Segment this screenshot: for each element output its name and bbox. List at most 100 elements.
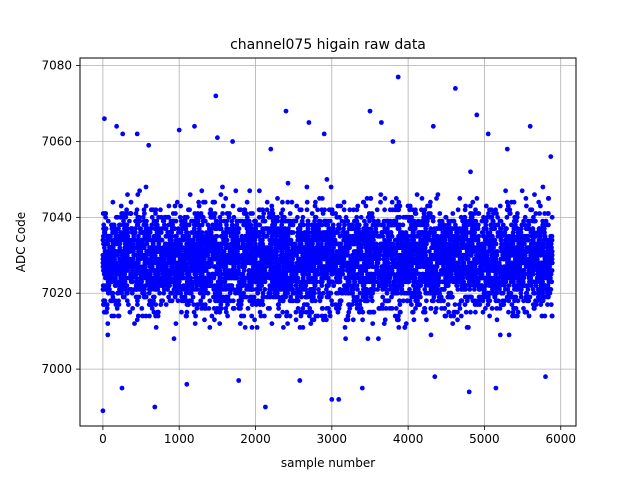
data-point — [406, 218, 412, 224]
data-point — [327, 313, 333, 319]
data-point — [400, 222, 406, 228]
data-point — [245, 306, 251, 311]
data-point — [156, 309, 161, 315]
data-point — [135, 302, 140, 307]
data-point — [512, 298, 517, 304]
data-point — [519, 188, 525, 194]
data-point — [330, 222, 336, 228]
data-point — [179, 309, 184, 315]
data-point — [435, 275, 441, 281]
data-point — [201, 264, 207, 270]
data-point — [257, 302, 263, 307]
data-point — [275, 218, 281, 224]
data-point — [456, 237, 462, 243]
data-point — [146, 271, 152, 277]
data-point — [492, 294, 498, 300]
data-point — [130, 279, 135, 285]
data-point — [457, 279, 463, 285]
data-point — [206, 306, 212, 311]
data-point — [350, 317, 356, 323]
data-point — [306, 233, 312, 239]
data-point — [494, 290, 499, 296]
data-point — [230, 306, 236, 311]
data-point — [155, 313, 161, 319]
data-point — [518, 290, 524, 296]
data-point — [207, 298, 213, 304]
data-point — [415, 290, 420, 296]
data-point — [514, 218, 519, 224]
data-point — [248, 211, 254, 216]
data-point — [225, 302, 230, 307]
data-point — [515, 309, 521, 315]
data-point — [178, 290, 184, 296]
data-point — [103, 214, 108, 220]
data-point — [205, 222, 211, 228]
data-point — [345, 313, 351, 319]
data-point — [476, 241, 481, 247]
data-point — [441, 264, 446, 270]
data-point — [360, 199, 366, 205]
data-point — [510, 313, 515, 319]
data-point — [487, 313, 492, 319]
data-point — [350, 226, 356, 232]
data-point — [397, 298, 402, 304]
data-point — [295, 226, 301, 232]
data-point — [110, 199, 116, 205]
data-point — [270, 211, 276, 216]
data-point — [521, 306, 526, 311]
data-point — [279, 249, 285, 254]
data-point — [504, 199, 510, 205]
data-point — [108, 290, 114, 296]
data-point — [424, 317, 429, 323]
data-point — [294, 294, 300, 300]
data-point — [419, 196, 425, 201]
data-point — [166, 203, 172, 209]
data-point — [104, 309, 109, 315]
data-point — [498, 271, 503, 277]
data-point — [482, 287, 487, 292]
data-point — [319, 207, 325, 213]
data-point — [500, 275, 505, 281]
data-point — [346, 241, 351, 247]
data-point — [115, 252, 121, 258]
data-point — [163, 302, 169, 307]
data-point — [275, 226, 281, 232]
data-point — [513, 222, 518, 228]
data-point — [284, 309, 290, 315]
data-point — [408, 233, 414, 239]
data-point — [468, 252, 474, 258]
data-point — [184, 313, 190, 319]
data-point — [197, 290, 203, 296]
data-point — [135, 192, 141, 198]
data-point — [533, 218, 538, 224]
data-point — [300, 214, 306, 220]
data-point — [538, 302, 544, 307]
data-point — [122, 271, 128, 277]
data-point — [240, 271, 246, 277]
data-point — [470, 249, 476, 254]
data-point — [337, 222, 342, 228]
data-point — [131, 233, 137, 239]
data-point — [149, 214, 155, 220]
data-point — [306, 275, 311, 281]
data-point — [328, 184, 334, 190]
data-point — [274, 230, 279, 235]
data-point — [130, 306, 136, 311]
data-point — [490, 233, 495, 239]
data-point — [337, 287, 343, 292]
data-point — [175, 298, 181, 304]
data-point — [213, 218, 219, 224]
data-point — [178, 230, 184, 235]
data-point — [279, 222, 285, 228]
data-point — [483, 237, 489, 243]
data-point — [285, 321, 290, 326]
data-point — [419, 207, 424, 213]
data-point — [343, 336, 348, 342]
data-point — [334, 290, 339, 296]
data-point — [105, 321, 111, 326]
data-point — [248, 241, 254, 247]
data-point — [218, 192, 224, 198]
data-point — [289, 199, 295, 205]
data-point — [380, 294, 386, 300]
data-point — [210, 252, 216, 258]
